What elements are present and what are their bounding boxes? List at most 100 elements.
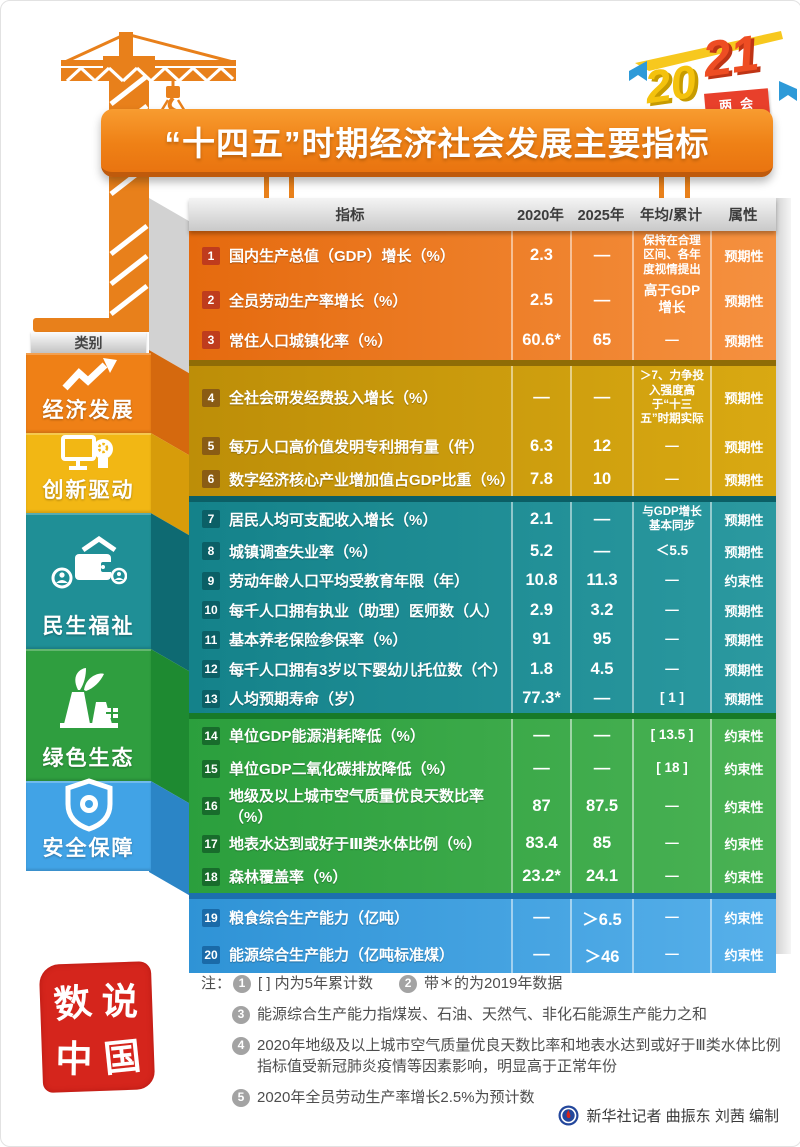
hanger-rope [289,177,294,200]
attribute-value: 预期性 [710,462,776,496]
hanger-rope [659,177,664,200]
indicator-label: 每千人口拥有3岁以下婴幼儿托位数（个） [229,661,508,679]
indicator-row-1: 1 国内生产总值（GDP）增长（%） 2.3— 保持在合理区间、各年度视情提出 预期性 [189,231,776,281]
indicator-cell: 19 粮食综合生产能力（亿吨） [189,899,511,936]
hanger-rope [264,177,269,200]
indicator-cell: 5 每万人口高价值发明专利拥有量（件） [189,430,511,463]
value-2020: — [511,936,570,974]
value-2020: 23.2* [511,860,570,894]
value-2025: 24.1 [570,860,632,894]
footnote-text: [ ] 内为5年累计数 [258,975,374,992]
logo-year-21: 21 [699,24,763,88]
value-2025: 3.2 [570,595,632,625]
value-annual: 保持在合理区间、各年度视情提出 [632,231,710,281]
indicator-cell: 11 基本养老保险参保率（%） [189,625,511,655]
table-group-economic: 1 国内生产总值（GDP）增长（%） 2.3— 保持在合理区间、各年度视情提出 预期性 2… [189,231,776,361]
value-2025: ＞46 [570,936,632,974]
row-number-badge: 4 [202,388,220,407]
attribute-value: 约束性 [710,565,776,596]
value-annual: — [632,595,710,625]
shield-icon [63,772,115,832]
value-2020: 91 [511,624,570,655]
attribute-value: 预期性 [710,280,776,321]
indicator-cell: 1 国内生产总值（GDP）增长（%） [189,231,511,280]
value-annual: 与GDP增长基本同步 [632,501,710,537]
indicator-row-10: 10 每千人口拥有执业（助理）医师数（人） 2.9 3.2— 预期性 [189,595,776,625]
value-2020: 6.3 [511,429,570,463]
page-title: “十四五”时期经济社会发展主要指标 [164,124,710,162]
indicator-label: 居民人均可支配收入增长（%） [229,511,438,529]
indicator-label: 全员劳动生产率增长（%） [229,292,408,310]
value-annual: — [632,936,710,974]
sidebar-item-innovation: 创新驱动 [26,433,151,513]
footnote-5: 5 2020年全员劳动生产率增长2.5%为预计数 [232,1087,535,1109]
row-number-badge: 1 [202,246,220,265]
value-2020: 7.8 [511,462,570,496]
value-2020: 83.4 [511,827,570,861]
value-2020: 5.2 [511,536,570,566]
attribute-value: 约束性 [710,899,776,937]
row-number-badge: 3 [202,331,220,350]
indicator-row-8: 8 城镇调查失业率（%） 5.2— ＜5.5 预期性 [189,536,776,566]
fold-segment [149,198,189,374]
indicator-label: 单位GDP二氧化碳排放降低（%） [229,761,455,779]
footnote-text: 能源综合生产能力指煤炭、石油、天然气、非化石能源生产能力之和 [257,1005,708,1023]
value-2025: 12 [570,429,632,463]
indicator-label: 地级及以上城市空气质量优良天数比率（%） [229,788,485,827]
footnote-number: 1 [233,975,252,993]
indicator-row-9: 9 劳动年龄人口平均受教育年限（年） 10.8 11.3— 约束性 [189,565,776,596]
indicator-cell: 15 单位GDP二氧化碳排放降低（%） [189,752,511,785]
indicator-row-7: 7 居民人均可支配收入增长（%） 2.1— 与GDP增长基本同步 预期性 [189,501,776,537]
sidebar-item-label: 绿色生态 [42,747,135,770]
indicator-label: 人均预期寿命（岁） [229,691,365,709]
value-2020: 60.6* [511,320,570,361]
indicator-label: 地表水达到或好于Ⅲ类水体比例（%） [229,836,482,854]
value-2020: 2.5 [511,280,570,321]
value-2025: ＞6.5 [570,899,632,937]
value-2020: 10.8 [511,565,570,596]
indicator-label: 城镇调查失业率（%） [229,543,378,561]
attribute-value: 约束性 [710,936,776,974]
indicator-label: 能源综合生产能力（亿吨标准煤） [229,947,455,965]
value-2025: 11.3 [570,565,632,596]
indicator-cell: 14 单位GDP能源消耗降低（%） [189,719,511,752]
footnotes: 注： 1 [ ] 内为5年累计数 2 带＊的为2019年数据 3 能源综合生产能… [201,973,786,1118]
indicator-row-2: 2 全员劳动生产率增长（%） 2.5— 高于GDP增长 预期性 [189,280,776,321]
value-2025: — [570,536,632,566]
attribute-value: 预期性 [710,595,776,625]
value-annual: [ 13.5 ] [632,719,710,753]
indicator-label: 常住人口城镇化率（%） [229,332,393,350]
table-group-ecology: 14 单位GDP能源消耗降低（%） — —[ 13.5 ] 约束性 15 单位GDP二氧化碳… [189,713,776,894]
indicator-row-12: 12 每千人口拥有3岁以下婴幼儿托位数（个） 1.8 4.5— 预期性 [189,654,776,684]
value-annual: ＜5.5 [632,536,710,566]
value-annual: — [632,624,710,655]
value-2020: 1.8 [511,654,570,684]
indicator-cell: 16 地级及以上城市空气质量优良天数比率（%） [189,785,511,827]
row-number-badge: 6 [202,470,220,489]
attribute-value: 预期性 [710,320,776,361]
indicator-label: 每千人口拥有执业（助理）医师数（人） [229,602,500,620]
attribute-value: 预期性 [710,536,776,566]
footnote-number: 5 [232,1089,250,1107]
row-number-badge: 9 [202,571,220,590]
indicator-label: 全社会研发经费投入增长（%） [229,390,438,408]
row-number-badge: 10 [202,601,220,620]
hanger-rope [685,177,690,200]
col-header-annual: 年均/累计 [639,208,703,224]
footnote-text: 2020年全员劳动生产率增长2.5%为预计数 [257,1089,535,1106]
value-2025: — [570,366,632,430]
attribute-value: 约束性 [710,785,776,828]
indicator-row-13: 13 人均预期寿命（岁） 77.3* —[ 1 ] 预期性 [189,683,776,714]
footnote-number: 3 [232,1005,250,1024]
value-2025: 95 [570,624,632,655]
fold-segment [149,512,189,672]
row-number-badge: 12 [202,660,220,679]
table-group-security: 19 粮食综合生产能力（亿吨） — ＞6.5— 约束性 20 能源综合生产能力（亿吨标准煤）… [189,893,776,974]
indicator-label: 劳动年龄人口平均受教育年限（年） [229,573,470,591]
sidebar-item-ecology: 绿色生态 [26,649,151,781]
indicator-cell: 12 每千人口拥有3岁以下婴幼儿托位数（个） [189,654,511,684]
row-number-badge: 17 [202,834,220,853]
value-annual: 高于GDP增长 [632,280,710,321]
trend-up-icon [61,348,117,394]
